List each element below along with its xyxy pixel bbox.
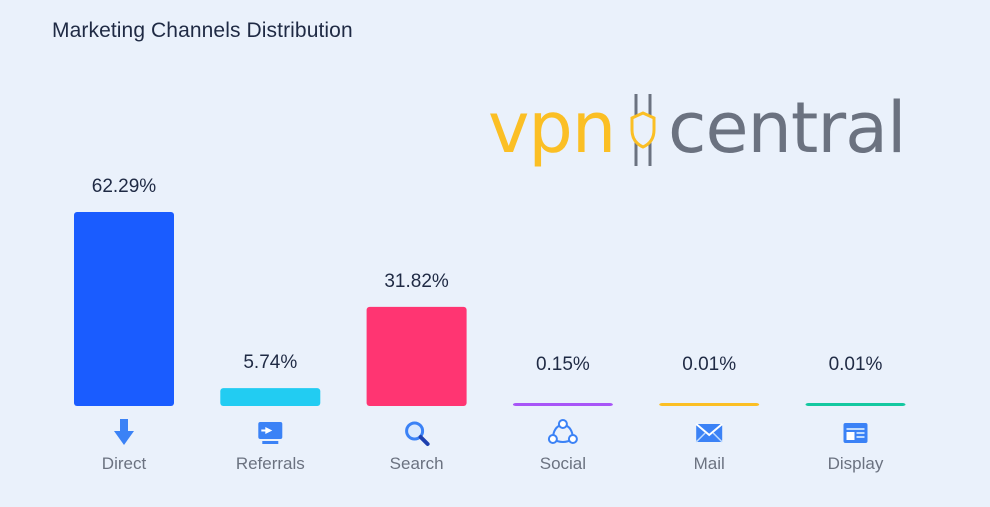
display-icon <box>843 423 868 443</box>
bar-display[interactable] <box>805 403 906 406</box>
bar-search[interactable] <box>366 306 467 406</box>
value-label-search: 31.82% <box>384 271 449 292</box>
page-title: Marketing Channels Distribution <box>52 19 353 42</box>
logo-shield-icon <box>630 94 656 166</box>
vpncentral-logo: vpn central <box>488 86 908 170</box>
category-label-referrals: Referrals <box>236 454 305 473</box>
value-label-mail: 0.01% <box>682 354 736 375</box>
bar-mail[interactable] <box>659 403 760 406</box>
bar-referrals[interactable] <box>220 388 321 406</box>
mail-icon <box>695 423 724 443</box>
value-label-social: 0.15% <box>536 354 590 375</box>
category-label-direct: Direct <box>102 454 147 473</box>
logo-text-central: central <box>668 87 906 169</box>
value-label-referrals: 5.74% <box>243 352 297 373</box>
arrow-down-icon <box>114 419 134 445</box>
social-icon <box>547 419 578 444</box>
search-icon <box>404 421 430 446</box>
category-label-social: Social <box>540 454 586 473</box>
value-label-display: 0.01% <box>829 354 883 375</box>
referral-icon <box>258 422 283 444</box>
bar-direct[interactable] <box>74 212 174 406</box>
category-label-search: Search <box>390 454 444 473</box>
bar-social[interactable] <box>512 403 613 406</box>
logo-text-vpn: vpn <box>488 87 616 169</box>
value-label-direct: 62.29% <box>92 176 157 197</box>
category-label-mail: Mail <box>694 454 725 473</box>
category-label-display: Display <box>828 454 884 473</box>
